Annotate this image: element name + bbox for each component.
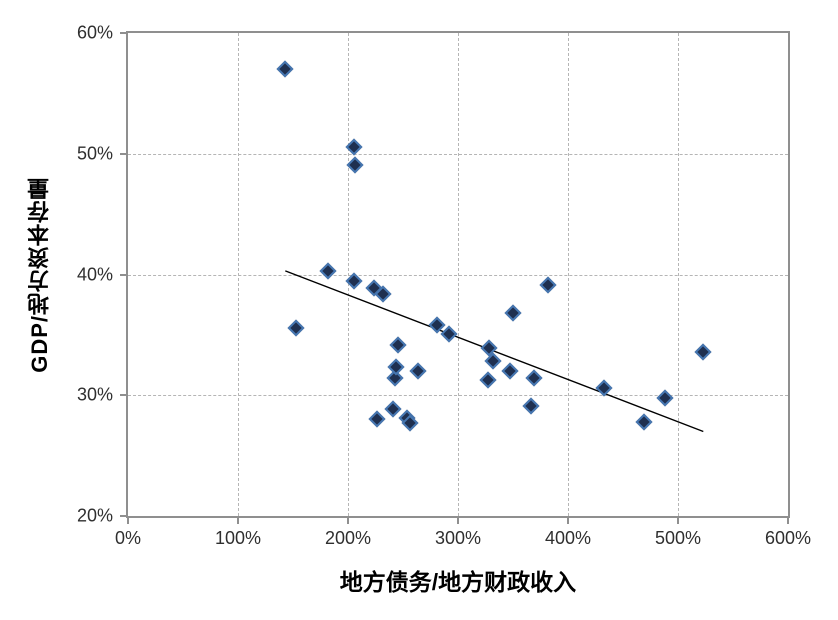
x-tick-label: 600%	[764, 528, 812, 548]
x-tick-label: 0%	[114, 528, 142, 548]
x-axis-tick	[347, 518, 349, 524]
h-gridline	[128, 274, 788, 276]
y-axis-tick	[120, 152, 126, 155]
y-tick-label: 20%	[76, 505, 113, 526]
plot-area	[126, 31, 790, 518]
x-tick-label: 400%	[544, 528, 592, 548]
x-axis-tick	[237, 518, 239, 524]
y-tick-label: 30%	[76, 384, 113, 405]
y-axis-title-text: GDP/地方资本存量	[27, 176, 52, 373]
y-axis-title: GDP/地方资本存量	[24, 31, 56, 518]
x-axis-tick	[567, 518, 569, 524]
x-axis-tick	[787, 518, 789, 524]
h-gridline	[128, 395, 788, 397]
y-tick-label: 50%	[76, 143, 113, 164]
trend-line-layer	[128, 33, 788, 516]
x-axis-tick	[677, 518, 679, 524]
y-axis-tick	[120, 32, 126, 34]
x-tick-label: 300%	[434, 528, 482, 548]
y-tick-label: 40%	[76, 264, 113, 284]
h-gridline	[128, 153, 788, 155]
x-axis-tick	[457, 518, 459, 524]
x-axis-title: 地方债务/地方财政收入	[339, 569, 577, 595]
x-tick-label: 200%	[324, 528, 372, 548]
y-axis-tick	[120, 394, 126, 397]
y-axis-tick	[120, 273, 126, 276]
x-tick-label: 500%	[654, 528, 702, 548]
x-axis-tick	[127, 518, 129, 524]
y-tick-label: 60%	[76, 22, 113, 43]
y-axis-tick	[120, 515, 126, 517]
x-tick-label: 100%	[214, 528, 262, 548]
